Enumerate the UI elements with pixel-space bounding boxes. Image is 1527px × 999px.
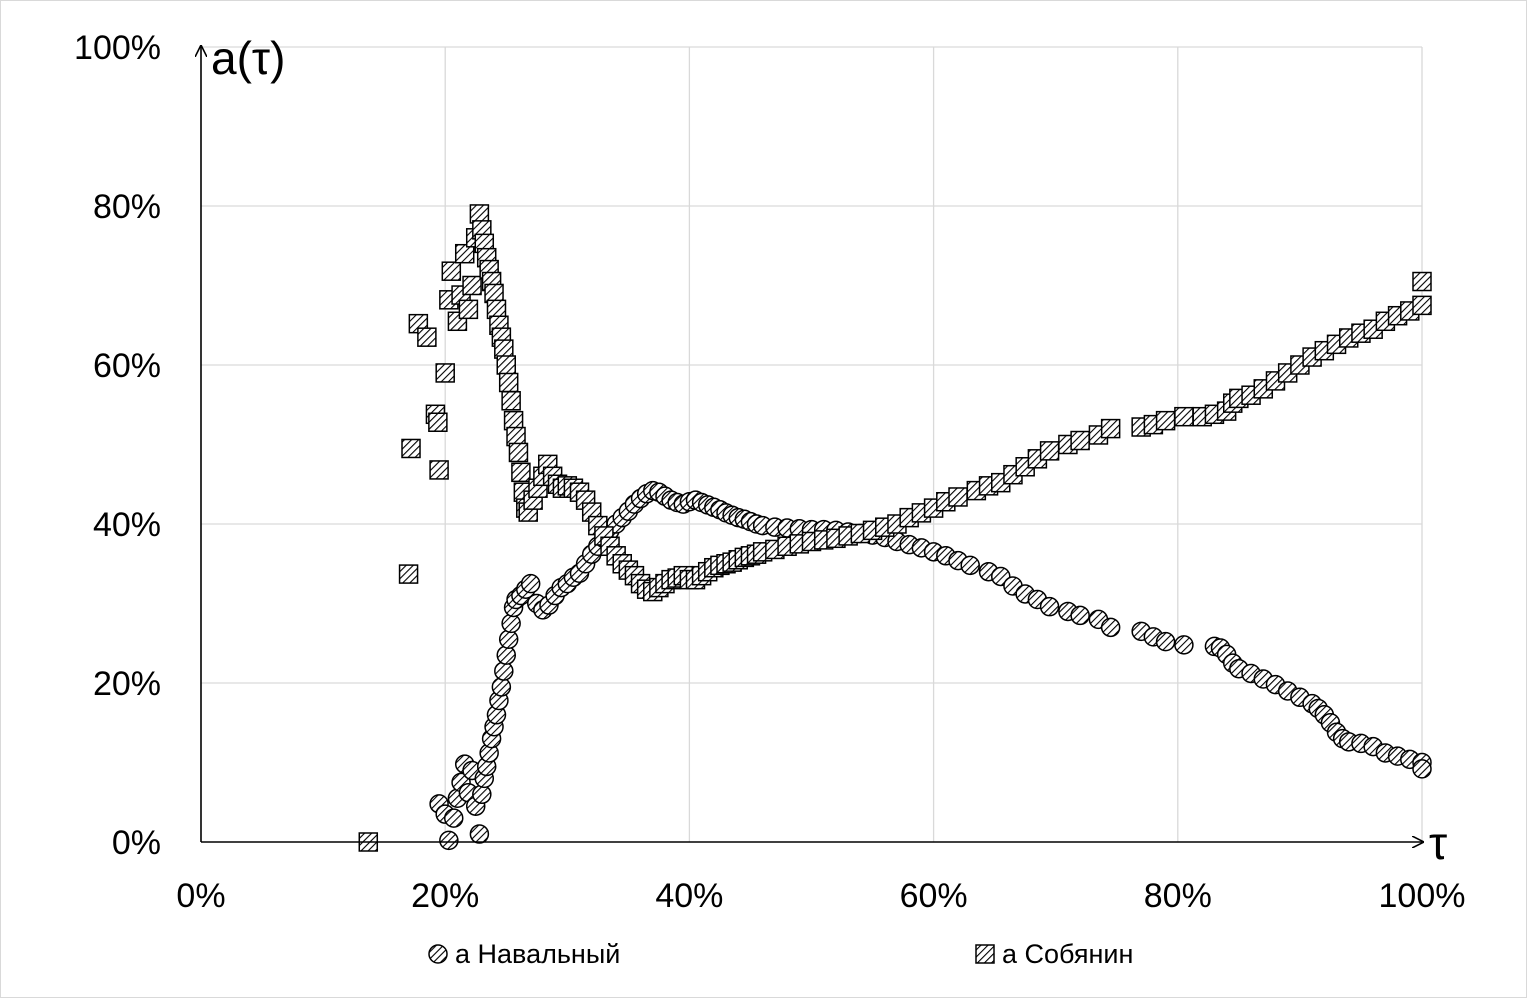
x-tick-label: 60% — [900, 877, 968, 915]
data-point — [398, 564, 419, 584]
y-tick-label: 80% — [93, 188, 161, 226]
legend-item-1: a Навальный — [428, 939, 620, 969]
tick-labels: 0% 20% 40% 60% 80% 100% 0% 20% 40% 60% 80% 100% — [74, 29, 1465, 915]
data-point — [441, 261, 462, 281]
data-point — [439, 830, 459, 851]
series-1-points — [429, 480, 1432, 851]
data-point — [520, 573, 541, 594]
gridlines — [201, 46, 1423, 842]
data-point — [498, 629, 519, 650]
data-point — [462, 275, 482, 296]
series-2-points — [358, 204, 1432, 852]
data-point — [1039, 596, 1060, 617]
data-point — [454, 243, 475, 264]
data-point — [1174, 635, 1194, 655]
data-point — [443, 808, 464, 828]
legend-item-2: a Собянин — [975, 939, 1133, 969]
data-point — [1174, 406, 1194, 427]
data-point — [458, 299, 479, 320]
data-point — [1412, 759, 1432, 779]
data-point — [1155, 410, 1176, 431]
data-point — [417, 327, 437, 347]
y-tick-label: 0% — [112, 824, 161, 862]
data-point — [428, 412, 448, 432]
legend-marker — [975, 944, 995, 964]
data-point — [496, 645, 516, 665]
data-point — [469, 824, 490, 844]
x-tick-label: 100% — [1379, 877, 1466, 915]
data-point — [511, 462, 531, 483]
x-axis-label: τ — [1429, 817, 1447, 869]
data-point — [435, 363, 455, 383]
axes — [201, 47, 1422, 842]
data-point — [960, 555, 980, 576]
y-tick-label: 40% — [93, 506, 161, 544]
data-point — [501, 613, 521, 634]
legend: a Навальный a Собянин — [428, 939, 1133, 969]
data-point — [1070, 605, 1090, 626]
data-point — [501, 391, 521, 411]
data-point — [1412, 295, 1432, 316]
legend-label: a Собянин — [1002, 939, 1133, 969]
legend-marker — [428, 944, 448, 964]
x-tick-label: 20% — [411, 877, 479, 915]
x-tick-label: 40% — [655, 877, 723, 915]
data-points — [358, 204, 1432, 852]
x-tick-label: 0% — [176, 877, 225, 915]
data-point — [1100, 418, 1121, 439]
data-point — [401, 438, 421, 459]
x-tick-label: 80% — [1144, 877, 1212, 915]
y-tick-label: 60% — [93, 347, 161, 385]
legend-label: a Навальный — [455, 939, 620, 969]
data-point — [948, 487, 968, 507]
data-point — [498, 372, 519, 393]
data-point — [494, 661, 514, 681]
y-tick-label: 20% — [93, 665, 161, 703]
data-point — [1412, 271, 1432, 292]
y-axis-label: a(τ) — [211, 32, 285, 84]
data-point — [1039, 441, 1060, 461]
data-point — [496, 355, 516, 375]
data-point — [1155, 631, 1176, 652]
data-point — [429, 460, 449, 480]
data-point — [1070, 430, 1090, 451]
data-point — [508, 442, 529, 463]
data-point — [472, 784, 492, 805]
data-point — [491, 677, 512, 697]
data-point — [1100, 617, 1121, 638]
y-tick-label: 100% — [74, 29, 161, 67]
